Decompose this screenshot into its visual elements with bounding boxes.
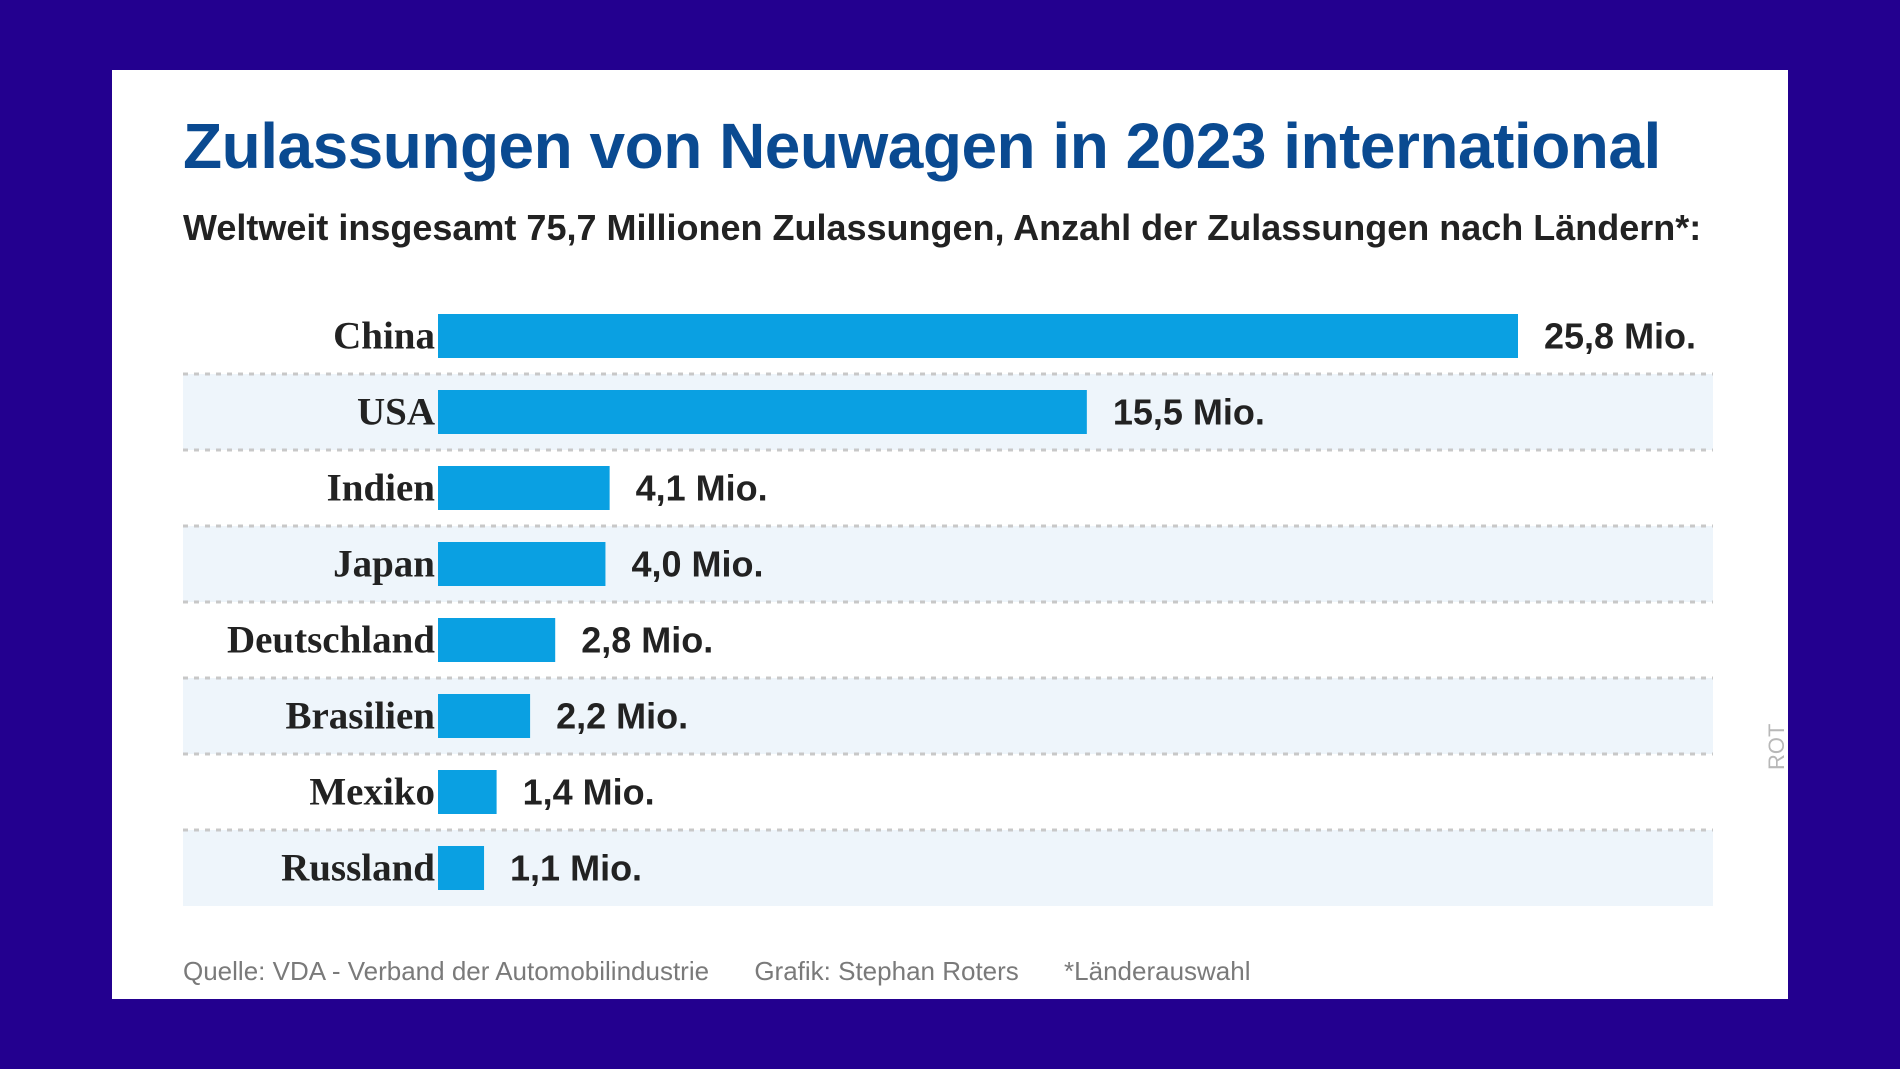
source-note: Quelle: VDA - Verband der Automobilindus… bbox=[183, 956, 710, 986]
bar-japan bbox=[438, 542, 606, 586]
value-label-usa: 15,5 Mio. bbox=[1113, 392, 1265, 433]
value-label-japan: 4,0 Mio. bbox=[631, 544, 763, 585]
category-label-usa: USA bbox=[357, 391, 435, 434]
country-selection-note: *Länderauswahl bbox=[1064, 956, 1251, 986]
bar-indien bbox=[438, 466, 610, 510]
value-label-indien: 4,1 Mio. bbox=[636, 468, 768, 509]
bar-chart: China 25,8 Mio. USA 15,5 Mio. Indien 4,1 Mio.… bbox=[183, 314, 1713, 906]
side-credit: ROT bbox=[1764, 723, 1789, 770]
category-label-brasilien: Brasilien bbox=[285, 695, 435, 738]
value-label-mexiko: 1,4 Mio. bbox=[523, 772, 655, 813]
category-label-mexiko: Mexiko bbox=[309, 771, 435, 814]
bar-mexiko bbox=[438, 770, 497, 814]
bar-deutschland bbox=[438, 618, 556, 662]
category-label-indien: Indien bbox=[327, 467, 436, 510]
bar-china bbox=[438, 314, 1518, 358]
chart-title: Zulassungen von Neuwagen in 2023 interna… bbox=[183, 110, 1661, 182]
category-label-china: China bbox=[333, 315, 435, 358]
category-label-russland: Russland bbox=[281, 847, 435, 890]
bar-brasilien bbox=[438, 694, 531, 738]
bar-russland bbox=[438, 846, 485, 890]
graphic-credit: Grafik: Stephan Roters bbox=[754, 956, 1019, 986]
bar-usa bbox=[438, 390, 1087, 434]
category-label-japan: Japan bbox=[333, 543, 435, 586]
value-label-china: 25,8 Mio. bbox=[1544, 316, 1696, 357]
category-label-deutschland: Deutschland bbox=[227, 619, 435, 662]
chart-footer: Quelle: VDA - Verband der Automobilindus… bbox=[183, 956, 1289, 987]
infographic-card: Zulassungen von Neuwagen in 2023 interna… bbox=[112, 70, 1789, 999]
value-label-brasilien: 2,2 Mio. bbox=[556, 696, 688, 737]
value-label-deutschland: 2,8 Mio. bbox=[581, 620, 713, 661]
value-label-russland: 1,1 Mio. bbox=[510, 848, 642, 889]
chart-subtitle: Weltweit insgesamt 75,7 Millionen Zulass… bbox=[183, 207, 1702, 248]
